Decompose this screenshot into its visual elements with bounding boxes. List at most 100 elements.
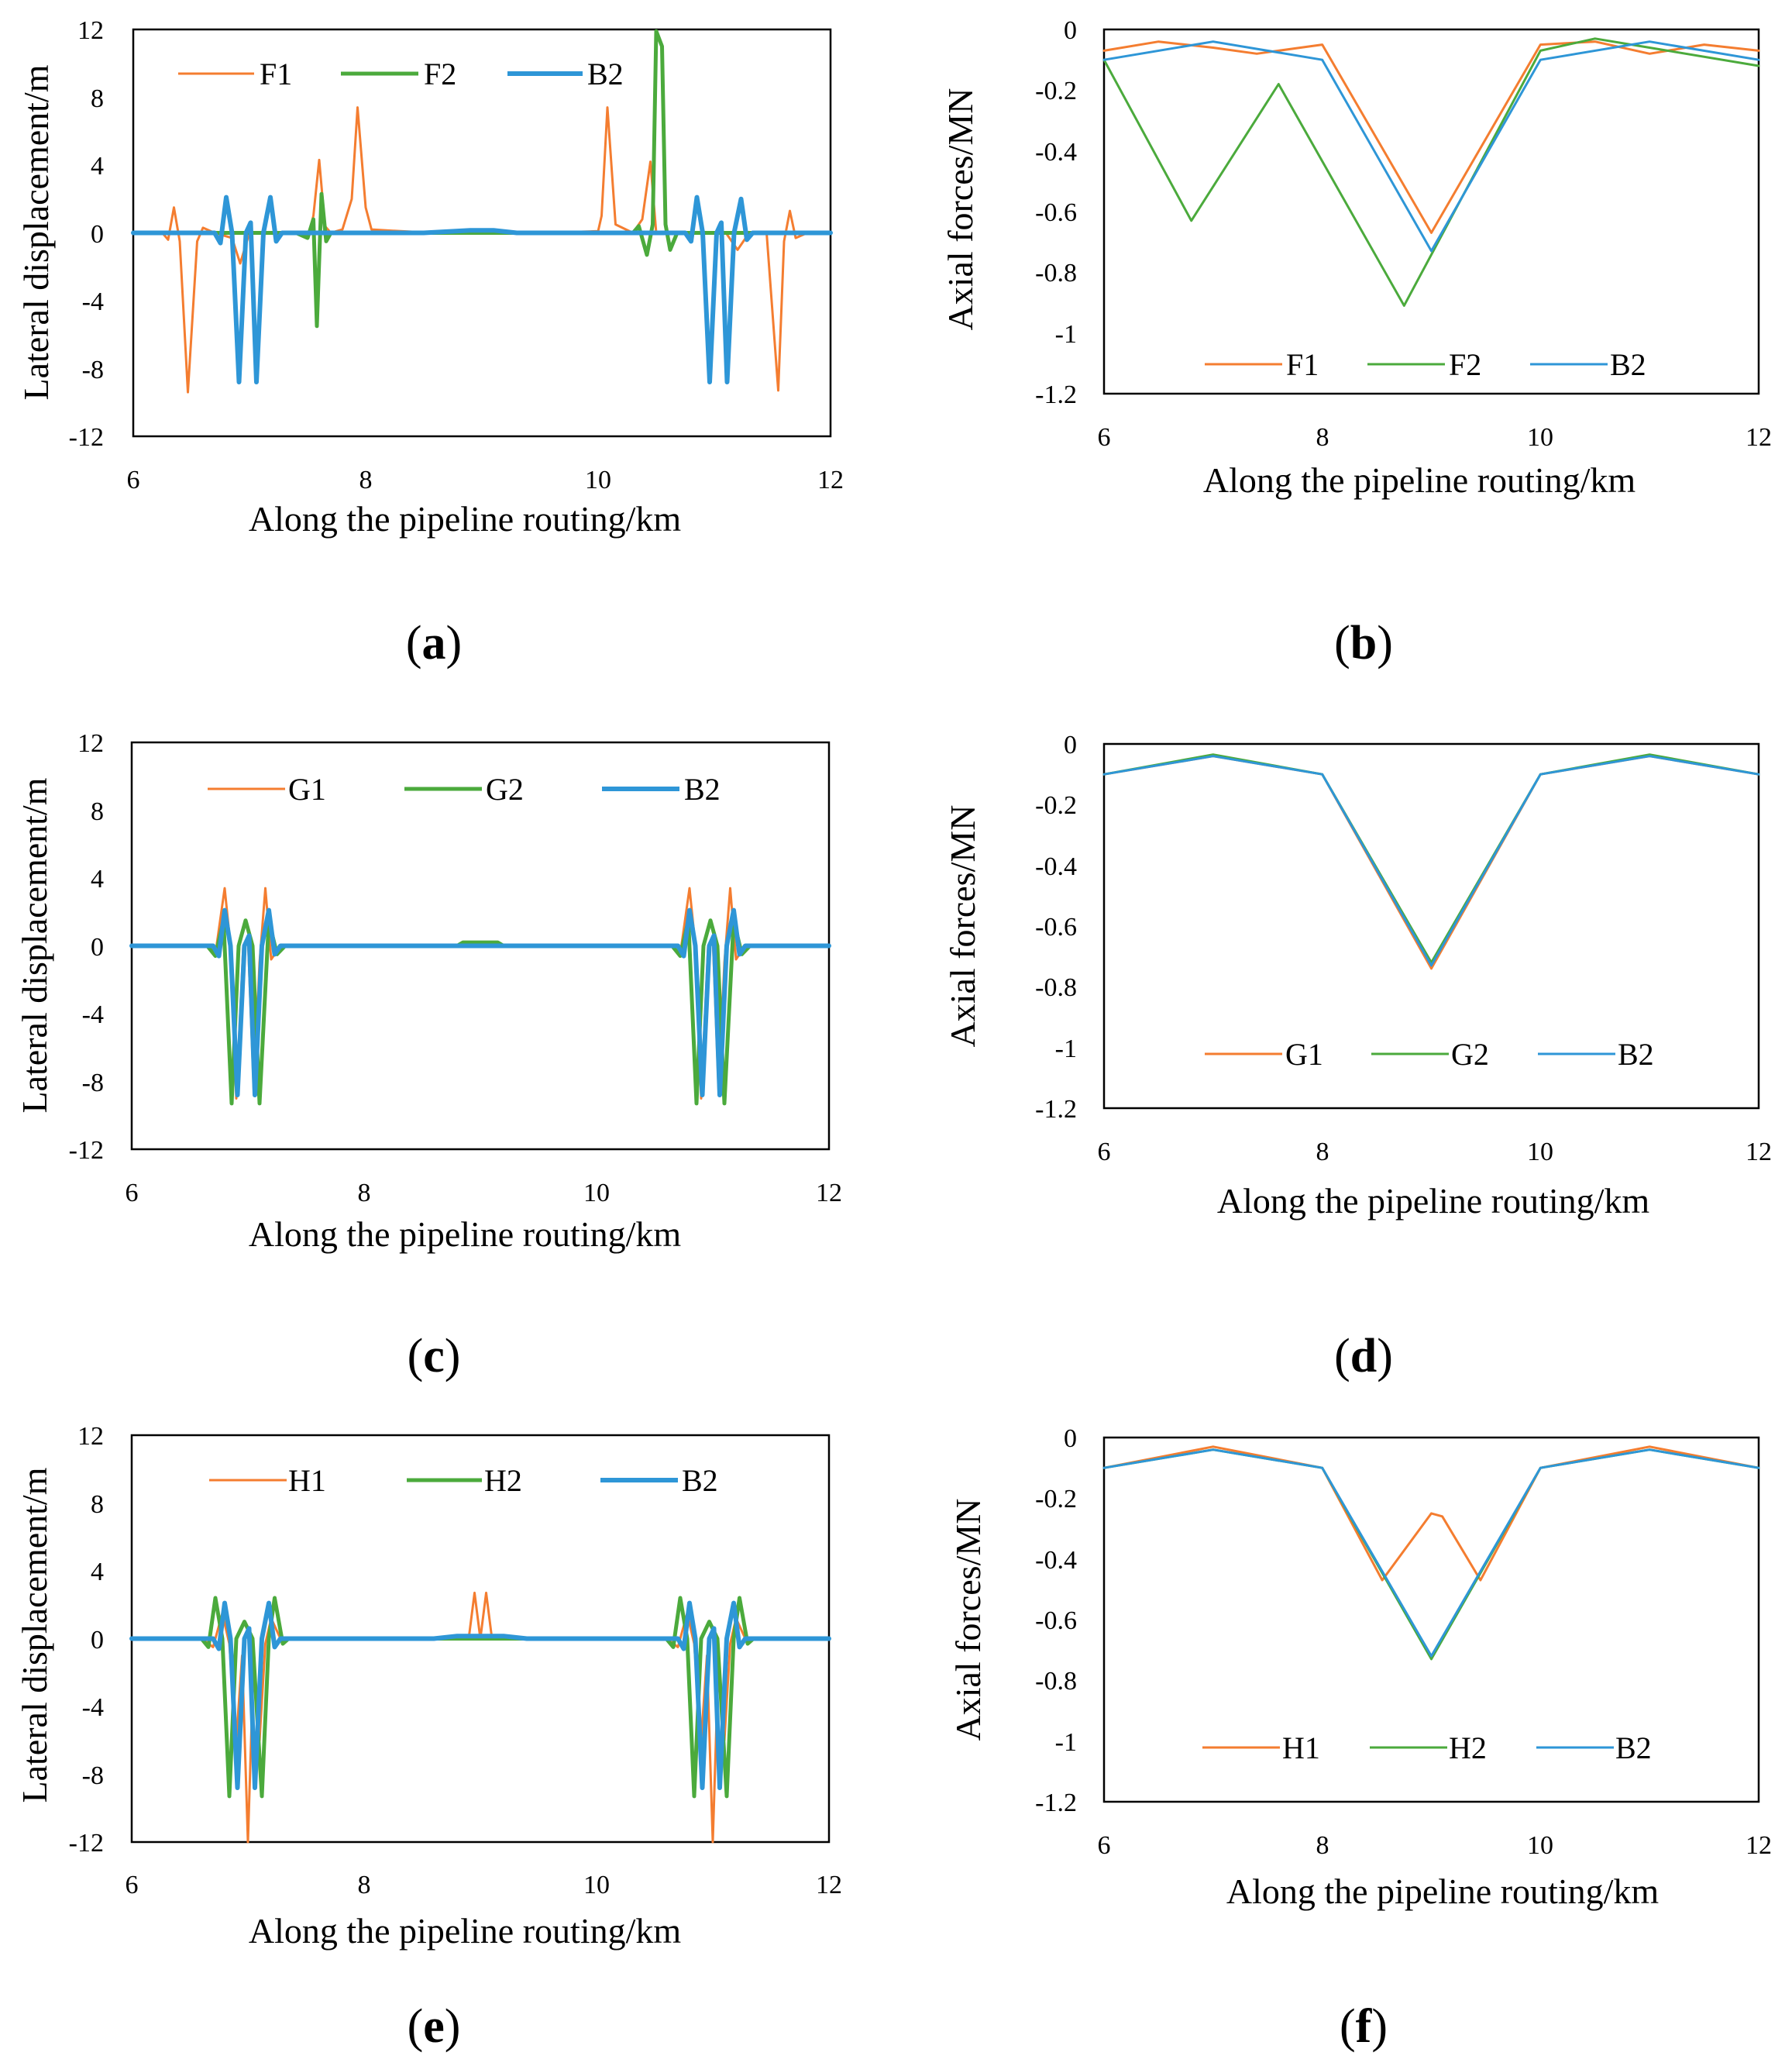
legend-entry-g1: G1 xyxy=(1205,1037,1323,1072)
y-tick-label: -1 xyxy=(1055,320,1077,349)
x-tick-label: 12 xyxy=(816,1179,842,1207)
x-tick-label: 8 xyxy=(358,1871,371,1899)
legend-label: G2 xyxy=(1451,1037,1489,1072)
panel-e: 12 8 4 0 -4 -8 -12 6 8 10 12 Along the p… xyxy=(15,1422,842,2053)
y-tick-label: -0.4 xyxy=(1035,138,1077,167)
y-tick-label: -1.2 xyxy=(1035,380,1077,409)
legend-entry-b2: B2 xyxy=(507,57,624,91)
panel-caption-letter: e xyxy=(423,2000,445,2053)
x-axis-title: Along the pipeline routing/km xyxy=(1217,1181,1650,1221)
series-layer xyxy=(1102,37,1760,307)
series-layer xyxy=(131,29,833,394)
legend-label: F2 xyxy=(1449,347,1481,382)
y-tick-labels: 0 -0.2 -0.4 -0.6 -0.8 -1 -1.2 xyxy=(1035,731,1077,1124)
series-line-h2 xyxy=(129,1596,831,1799)
y-tick-label: 0 xyxy=(91,933,104,962)
panel-caption: (b) xyxy=(1334,617,1393,670)
y-tick-label: 8 xyxy=(91,84,104,113)
legend-label: G2 xyxy=(486,772,524,807)
legend-entry-f2: F2 xyxy=(341,57,456,91)
panel-caption-letter: d xyxy=(1350,1330,1377,1382)
y-tick-label: -0.2 xyxy=(1035,77,1077,105)
legend-label: G1 xyxy=(1285,1037,1323,1072)
panel-f: 0 -0.2 -0.4 -0.6 -0.8 -1 -1.2 6 8 10 12 … xyxy=(948,1424,1772,2053)
panel-c: 12 8 4 0 -4 -8 -12 6 8 10 12 Along the p… xyxy=(15,729,842,1382)
legend: G1 G2 B2 xyxy=(208,772,721,807)
plot-frame xyxy=(1102,742,1760,1110)
x-axis-title: Along the pipeline routing/km xyxy=(249,499,682,539)
x-tick-label: 8 xyxy=(358,1179,371,1207)
panel-b: 0 -0.2 -0.4 -0.6 -0.8 -1 -1.2 6 8 10 12 … xyxy=(941,16,1772,670)
y-tick-label: -0.2 xyxy=(1035,791,1077,820)
y-tick-label: -1.2 xyxy=(1035,1789,1077,1817)
series-line-b2 xyxy=(1102,755,1760,967)
legend-label: H1 xyxy=(288,1463,326,1498)
plot-frame xyxy=(1102,28,1760,395)
panel-d: 0 -0.2 -0.4 -0.6 -0.8 -1 -1.2 6 8 10 12 … xyxy=(943,731,1772,1382)
legend-entry-b2: B2 xyxy=(600,1463,718,1498)
legend-entry-g2: G2 xyxy=(404,772,524,807)
legend-entry-f1: F1 xyxy=(1205,347,1319,382)
panel-caption-letter: b xyxy=(1350,617,1377,670)
y-tick-label: -4 xyxy=(82,1000,104,1029)
y-tick-label: 4 xyxy=(91,1558,104,1586)
x-tick-label: 6 xyxy=(127,466,140,494)
x-tick-label: 10 xyxy=(1527,423,1553,452)
y-tick-label: -1.2 xyxy=(1035,1095,1077,1124)
y-tick-label: 12 xyxy=(77,16,104,45)
y-tick-label: 8 xyxy=(91,797,104,826)
y-tick-label: 0 xyxy=(1064,731,1077,759)
plot-frame xyxy=(1102,1436,1760,1803)
y-tick-labels: 12 8 4 0 -4 -8 -12 xyxy=(69,729,104,1165)
series-line-b2 xyxy=(129,1600,831,1790)
legend-label: G1 xyxy=(288,772,326,807)
y-tick-label: 4 xyxy=(91,865,104,894)
legend-label: F1 xyxy=(1286,347,1319,382)
panel-caption: (d) xyxy=(1334,1330,1393,1382)
panel-caption-letter: f xyxy=(1356,2000,1373,2053)
x-axis-title: Along the pipeline routing/km xyxy=(249,1214,682,1254)
y-tick-label: -1 xyxy=(1055,1728,1077,1757)
x-axis-title: Along the pipeline routing/km xyxy=(249,1911,682,1951)
legend-entry-h1: H1 xyxy=(1202,1730,1320,1765)
x-axis-title: Along the pipeline routing/km xyxy=(1203,460,1636,500)
legend-label: H1 xyxy=(1282,1730,1320,1765)
legend-entry-h2: H2 xyxy=(407,1463,522,1498)
legend-label: B2 xyxy=(682,1463,718,1498)
x-tick-label: 8 xyxy=(1316,423,1329,452)
series-line-g2 xyxy=(1102,753,1760,964)
y-tick-labels: 12 8 4 0 -4 -8 -12 xyxy=(69,1422,104,1858)
x-tick-label: 12 xyxy=(1746,1138,1772,1166)
x-tick-label: 6 xyxy=(1098,1831,1111,1860)
y-tick-label: -8 xyxy=(82,356,104,384)
y-tick-label: -0.6 xyxy=(1035,913,1077,942)
x-tick-label: 12 xyxy=(817,466,844,494)
legend-entry-f1: F1 xyxy=(178,57,292,91)
panel-caption-letter: a xyxy=(422,617,446,670)
y-tick-label: 0 xyxy=(1064,16,1077,45)
x-tick-label: 6 xyxy=(1098,423,1111,452)
panel-caption: (f) xyxy=(1340,2000,1388,2053)
y-tick-label: 8 xyxy=(91,1490,104,1519)
x-tick-label: 12 xyxy=(1746,423,1772,452)
legend-label: F2 xyxy=(424,57,456,91)
y-tick-label: 0 xyxy=(91,1626,104,1655)
y-tick-labels: 0 -0.2 -0.4 -0.6 -0.8 -1 -1.2 xyxy=(1035,1424,1077,1817)
y-axis-title: Axial forces/MN xyxy=(941,88,980,331)
legend-entry-b2: B2 xyxy=(1536,1730,1652,1765)
x-tick-label: 6 xyxy=(126,1179,139,1207)
series-layer xyxy=(1102,1445,1760,1661)
y-tick-label: -12 xyxy=(69,423,104,452)
y-tick-label: -0.6 xyxy=(1035,1606,1077,1635)
y-tick-label: -8 xyxy=(82,1069,104,1097)
x-axis-title: Along the pipeline routing/km xyxy=(1226,1871,1660,1911)
legend-label: B2 xyxy=(1615,1730,1652,1765)
y-axis-title: Lateral displacement/m xyxy=(16,64,56,400)
y-tick-label: -12 xyxy=(69,1829,104,1858)
y-axis-title: Axial forces/MN xyxy=(948,1499,988,1741)
x-tick-label: 10 xyxy=(583,1871,610,1899)
y-axis-title: Lateral displacement/m xyxy=(15,1467,54,1803)
series-line-b2 xyxy=(129,907,831,1097)
